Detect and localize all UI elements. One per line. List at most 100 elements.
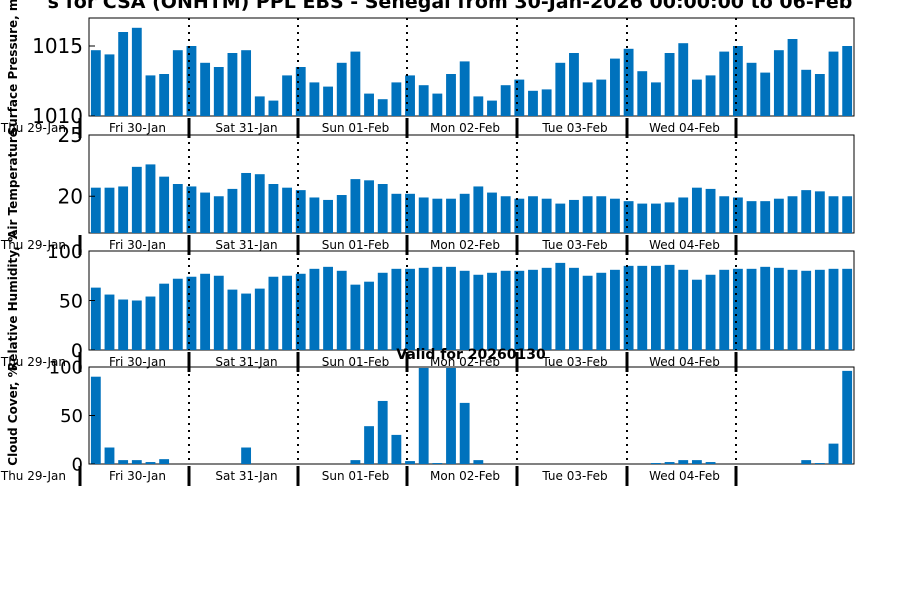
data-bar	[514, 198, 525, 233]
data-bar	[637, 71, 648, 116]
data-bar	[746, 62, 757, 116]
y-tick-label: 25	[58, 123, 83, 147]
data-bar	[295, 67, 306, 116]
y-tick-label: 50	[59, 290, 83, 312]
data-bar	[528, 90, 538, 116]
data-bar	[773, 267, 784, 350]
data-bar	[719, 196, 730, 233]
data-bar	[104, 54, 115, 116]
data-bar	[104, 294, 115, 350]
data-bar	[145, 296, 156, 350]
data-bar	[200, 62, 211, 116]
data-bar	[118, 460, 129, 464]
data-bar	[582, 275, 593, 350]
data-bar	[828, 196, 839, 233]
day-label: Fri 30-Jan	[109, 355, 166, 369]
data-bar	[268, 184, 279, 233]
data-bar	[446, 198, 456, 233]
y-tick-label: 1010	[32, 104, 83, 128]
data-bar	[801, 69, 812, 116]
data-bar	[610, 198, 620, 233]
data-bar	[651, 82, 661, 116]
data-bar	[364, 281, 374, 350]
data-bar	[446, 367, 456, 464]
data-bar	[528, 196, 538, 233]
plot-frame	[88, 366, 855, 465]
data-bar	[418, 367, 429, 464]
day-label: Wed 04-Feb	[649, 238, 720, 252]
data-bar	[487, 100, 497, 116]
data-bar	[514, 270, 525, 350]
day-label: Fri 30-Jan	[109, 469, 166, 483]
data-bar	[651, 463, 661, 464]
data-bar	[405, 193, 415, 233]
data-bar	[582, 196, 593, 233]
data-bar	[760, 266, 771, 350]
data-bar	[500, 270, 511, 350]
data-bar	[172, 50, 183, 117]
data-bar	[350, 179, 361, 233]
data-bar	[377, 99, 388, 116]
day-label: Tue 03-Feb	[541, 469, 607, 483]
day-label: Mon 02-Feb	[430, 238, 500, 252]
data-bar	[432, 93, 443, 116]
data-bar	[842, 268, 853, 350]
data-bar	[746, 201, 757, 233]
data-bar	[678, 43, 689, 117]
data-bar	[432, 198, 443, 233]
data-bar	[828, 443, 839, 464]
data-bar	[418, 197, 429, 233]
data-bar	[90, 376, 101, 464]
data-bar	[172, 278, 183, 350]
data-bar	[377, 272, 388, 350]
data-bar	[336, 195, 347, 233]
data-bar	[664, 202, 675, 234]
chart-title: s for CSA (ONHTM) PPL EBS - Senegal from…	[48, 0, 853, 13]
data-bar	[596, 79, 607, 116]
data-bar	[787, 196, 798, 233]
data-bar	[391, 82, 402, 116]
data-bar	[131, 166, 142, 233]
data-bar	[432, 463, 443, 464]
data-bar	[90, 287, 101, 350]
data-bar	[309, 82, 320, 116]
data-bar	[200, 273, 211, 350]
data-bar	[664, 462, 675, 464]
data-bar	[391, 193, 402, 233]
data-bar	[473, 186, 484, 233]
day-label: Tue 03-Feb	[541, 121, 607, 135]
data-bar	[705, 274, 716, 350]
data-bar	[459, 270, 470, 350]
data-bar	[705, 75, 716, 116]
data-bar	[254, 288, 265, 350]
data-bar	[773, 50, 784, 117]
day-label: Mon 02-Feb	[430, 121, 500, 135]
data-bar	[459, 193, 470, 233]
data-bar	[131, 300, 142, 350]
data-bar	[377, 400, 388, 464]
data-bar	[391, 268, 402, 350]
data-bar	[405, 461, 415, 464]
data-bar	[446, 266, 456, 350]
data-bar	[610, 58, 620, 116]
data-bar	[569, 53, 579, 116]
data-bar	[691, 460, 702, 464]
data-bar	[569, 199, 579, 233]
data-bar	[391, 434, 402, 464]
data-bar	[282, 275, 292, 350]
day-label: Wed 04-Feb	[649, 355, 720, 369]
day-label: Fri 30-Jan	[109, 121, 166, 135]
data-bar	[336, 62, 347, 116]
data-bar	[814, 191, 825, 233]
day-label: Sat 31-Jan	[215, 469, 277, 483]
data-bar	[131, 460, 142, 464]
day-label: Wed 04-Feb	[649, 121, 720, 135]
data-bar	[145, 75, 156, 116]
data-bar	[118, 32, 129, 116]
day-label: Sun 01-Feb	[322, 121, 390, 135]
data-bar	[227, 188, 238, 233]
data-bar	[405, 75, 415, 116]
data-bar	[459, 61, 470, 116]
